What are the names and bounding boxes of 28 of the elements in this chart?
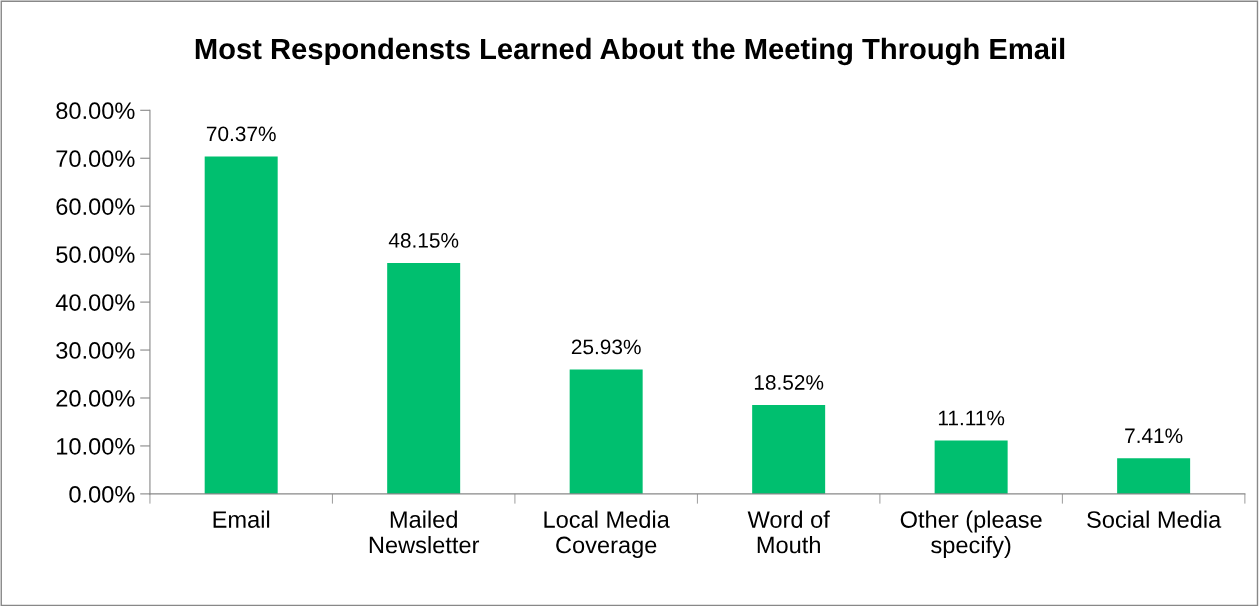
y-tick-label: 10.00% xyxy=(57,438,135,455)
data-label: 11.11% xyxy=(938,410,1005,426)
y-tick-label: 40.00% xyxy=(55,294,135,311)
bar xyxy=(934,440,1008,494)
data-label: 25.93% xyxy=(571,339,641,355)
y-tick-label: 30.00% xyxy=(56,342,135,359)
data-label: 48.15% xyxy=(388,233,459,248)
x-tick-label: Social Media xyxy=(1087,510,1222,528)
data-label: 70.37% xyxy=(206,126,276,142)
y-tick-label: 60.00% xyxy=(56,198,135,215)
y-tick-label: 70.00% xyxy=(56,150,135,168)
x-tick-label: Word of Mouth xyxy=(747,510,830,554)
x-tick-label: Email xyxy=(213,510,270,528)
y-tick-label: 20.00% xyxy=(56,390,135,407)
bar xyxy=(569,369,643,494)
y-tick-label: 80.00% xyxy=(56,102,135,120)
bar xyxy=(752,405,826,494)
chart-title: Most Respondensts Learned About the Meeting Through Email xyxy=(195,37,1065,66)
y-tick-label: 0.00% xyxy=(69,485,135,503)
x-tick-label: Mailed Newsletter xyxy=(369,510,480,554)
data-label: 18.52% xyxy=(754,375,824,390)
y-tick-label: 50.00% xyxy=(56,246,135,263)
x-tick-label: Local Media Coverage xyxy=(544,510,670,558)
bar xyxy=(204,156,278,494)
bar xyxy=(1117,458,1191,494)
x-tick-label: Other (please specify) xyxy=(900,510,1042,558)
data-label: 7.41% xyxy=(1125,428,1183,444)
bar xyxy=(387,263,461,494)
